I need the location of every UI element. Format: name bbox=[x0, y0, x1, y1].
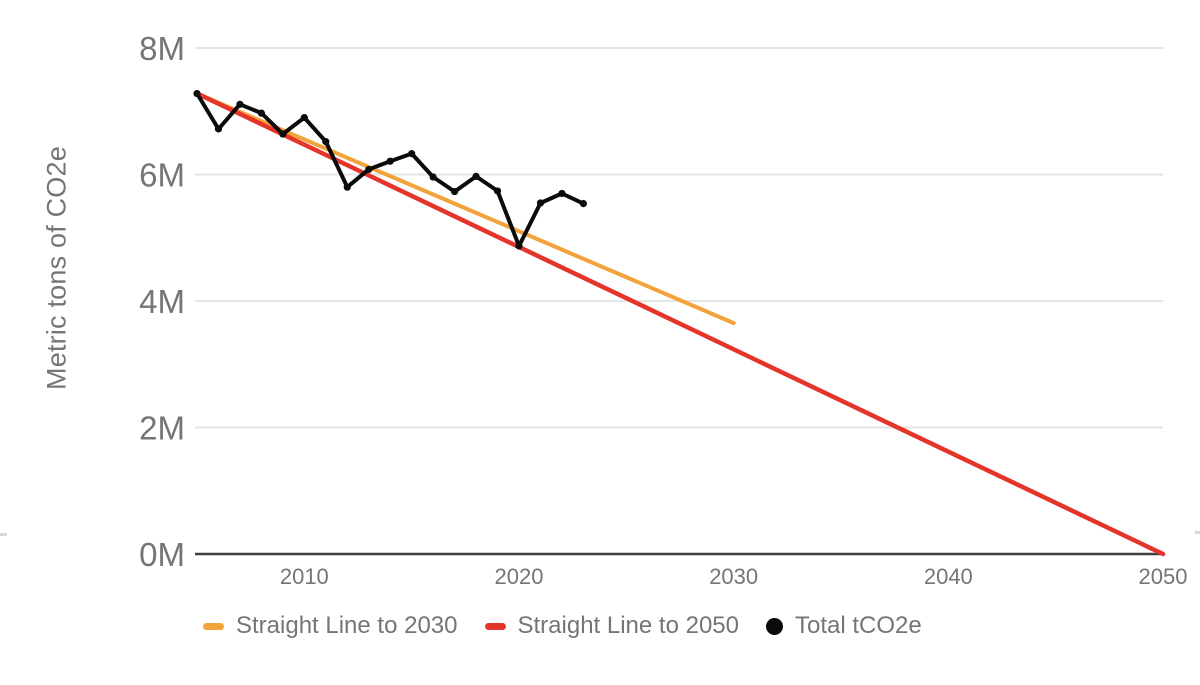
data-point-marker bbox=[408, 150, 416, 158]
data-point-marker bbox=[558, 189, 566, 198]
left-edge-tick bbox=[0, 533, 7, 536]
data-point-marker bbox=[236, 100, 244, 108]
orange-dash-icon bbox=[203, 622, 224, 630]
data-point-marker bbox=[365, 165, 373, 174]
y-tick-label: 6M bbox=[139, 157, 185, 194]
right-edge-tick bbox=[1195, 531, 1200, 534]
data-point-marker bbox=[451, 187, 459, 196]
x-tick-label: 2040 bbox=[924, 564, 973, 589]
data-point-marker bbox=[322, 138, 330, 146]
legend-label: Straight Line to 2050 bbox=[517, 612, 740, 639]
data-point-marker bbox=[257, 109, 265, 117]
data-point-marker bbox=[493, 187, 502, 195]
legend-item-total-tco2e[interactable]: Total tCO2e bbox=[766, 612, 922, 640]
data-point-marker bbox=[193, 89, 201, 98]
legend-item-straight-line-2030[interactable]: Straight Line to 2030 bbox=[203, 612, 458, 640]
chart-legend: Straight Line to 2030 Straight Line to 2… bbox=[203, 608, 922, 644]
x-tick-label: 2010 bbox=[280, 564, 329, 589]
y-tick-label: 8M bbox=[139, 30, 185, 67]
y-tick-label: 0M bbox=[139, 536, 185, 573]
data-point-marker bbox=[300, 113, 308, 122]
black-dot-icon bbox=[766, 617, 783, 635]
data-point-marker bbox=[472, 172, 480, 180]
legend-label: Straight Line to 2030 bbox=[236, 612, 458, 639]
data-point-marker bbox=[214, 125, 223, 133]
data-point-marker bbox=[343, 183, 351, 191]
y-tick-label: 4M bbox=[139, 283, 185, 320]
data-point-marker bbox=[536, 199, 545, 207]
legend-item-straight-line-2050[interactable]: Straight Line to 2050 bbox=[484, 612, 740, 640]
x-tick-label: 2020 bbox=[495, 564, 544, 589]
x-tick-label: 2030 bbox=[709, 564, 758, 589]
x-tick-label: 2050 bbox=[1139, 564, 1188, 589]
legend-label: Total tCO2e bbox=[795, 612, 922, 639]
data-point-marker bbox=[386, 157, 394, 165]
data-point-marker bbox=[579, 199, 588, 208]
data-point-marker bbox=[429, 173, 437, 181]
series-line-2 bbox=[194, 91, 1166, 557]
y-tick-label: 2M bbox=[139, 410, 185, 447]
data-point-marker bbox=[279, 130, 287, 138]
data-point-marker bbox=[515, 242, 523, 250]
red-dash-icon bbox=[484, 622, 506, 630]
